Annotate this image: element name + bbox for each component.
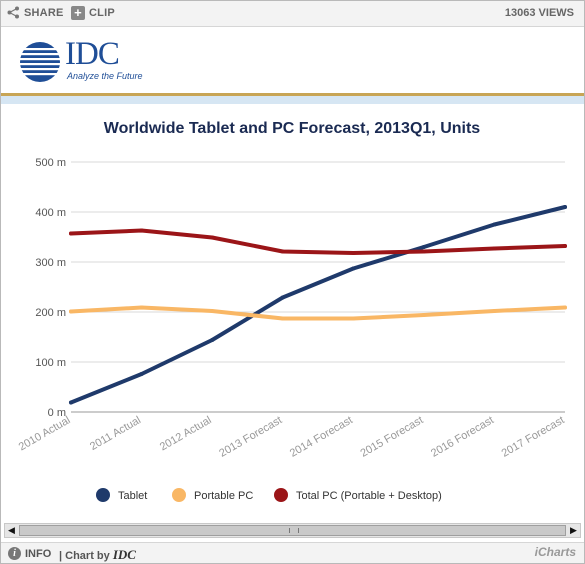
data-point bbox=[421, 313, 426, 317]
plus-icon: + bbox=[71, 6, 85, 20]
x-tick-label: 2012 Actual bbox=[158, 414, 214, 453]
chart-title: Worldwide Tablet and PC Forecast, 2013Q1… bbox=[104, 120, 480, 137]
series-line-2 bbox=[69, 305, 567, 321]
data-point bbox=[210, 338, 215, 342]
legend-label: Total PC (Portable + Desktop) bbox=[296, 490, 442, 502]
clip-button[interactable]: + CLIP bbox=[71, 6, 115, 20]
data-point bbox=[492, 309, 497, 313]
data-point bbox=[351, 251, 356, 255]
data-point bbox=[563, 305, 567, 310]
views-count: 13063 VIEWS bbox=[504, 7, 574, 19]
y-tick-label: 0 m bbox=[48, 407, 66, 419]
legend-label: Tablet bbox=[118, 490, 147, 502]
data-point bbox=[280, 295, 285, 300]
data-point bbox=[139, 228, 144, 233]
data-point bbox=[139, 305, 144, 310]
y-tick-label: 400 m bbox=[35, 207, 66, 219]
x-tick-label: 2016 Forecast bbox=[429, 414, 496, 460]
clip-label: CLIP bbox=[89, 7, 115, 19]
scroll-right-icon[interactable]: ▶ bbox=[570, 525, 577, 535]
idc-logo: IDC Analyze the Future bbox=[17, 36, 147, 85]
series-line-3 bbox=[69, 228, 567, 255]
data-point bbox=[139, 372, 144, 376]
chart-by-label: | Chart by bbox=[59, 550, 110, 562]
footer: i INFO | Chart by IDC iCharts bbox=[1, 542, 584, 563]
horizontal-scrollbar[interactable]: ◀ ▶ bbox=[4, 523, 581, 538]
chart-credit: | Chart by IDC bbox=[59, 547, 136, 563]
data-point bbox=[351, 316, 356, 321]
scroll-left-icon[interactable]: ◀ bbox=[8, 525, 15, 535]
x-tick-label: 2010 Actual bbox=[17, 414, 73, 453]
line-chart: Worldwide Tablet and PC Forecast, 2013Q1… bbox=[17, 120, 567, 502]
legend-label: Portable PC bbox=[194, 490, 253, 502]
info-label: INFO bbox=[25, 547, 52, 560]
x-tick-label: 2011 Actual bbox=[88, 414, 143, 453]
data-point bbox=[421, 245, 426, 249]
data-point bbox=[421, 249, 426, 254]
grip-icon bbox=[288, 528, 299, 533]
data-point bbox=[492, 222, 497, 227]
data-point bbox=[280, 316, 285, 321]
logo-text: IDC bbox=[65, 36, 120, 72]
share-label: SHARE bbox=[24, 6, 64, 19]
x-tick-label: 2014 Forecast bbox=[288, 414, 355, 460]
data-point bbox=[210, 235, 215, 240]
y-tick-label: 300 m bbox=[35, 257, 66, 269]
y-tick-label: 500 m bbox=[35, 157, 66, 169]
share-button[interactable]: SHARE bbox=[7, 6, 64, 19]
series-line-1 bbox=[69, 205, 567, 405]
data-point bbox=[351, 266, 356, 271]
data-point bbox=[69, 400, 73, 405]
scrollbar-thumb[interactable] bbox=[19, 525, 566, 536]
top-toolbar: SHARE + CLIP 13063 VIEWS bbox=[1, 1, 584, 27]
legend-marker bbox=[274, 488, 288, 502]
data-point bbox=[563, 244, 567, 248]
header-band bbox=[1, 96, 584, 104]
legend-marker bbox=[172, 488, 186, 502]
globe-icon bbox=[19, 42, 61, 82]
header-divider bbox=[1, 93, 584, 96]
header: IDC Analyze the Future bbox=[1, 27, 584, 93]
info-button[interactable]: i INFO bbox=[8, 547, 51, 560]
chart-by-brand[interactable]: IDC bbox=[112, 547, 136, 562]
y-tick-label: 100 m bbox=[35, 357, 66, 369]
data-point bbox=[69, 231, 73, 236]
icharts-logo[interactable]: iCharts bbox=[534, 545, 576, 559]
y-tick-label: 200 m bbox=[35, 307, 66, 319]
data-point bbox=[210, 309, 215, 313]
data-point bbox=[69, 309, 73, 314]
legend-marker bbox=[96, 488, 110, 502]
share-icon bbox=[7, 6, 19, 19]
info-icon: i bbox=[8, 547, 21, 560]
x-tick-label: 2013 Forecast bbox=[217, 414, 284, 460]
data-point bbox=[563, 205, 567, 209]
data-point bbox=[280, 249, 285, 254]
x-tick-label: 2015 Forecast bbox=[358, 414, 425, 460]
data-point bbox=[492, 246, 497, 251]
x-tick-label: 2017 Forecast bbox=[500, 414, 567, 460]
logo-tagline: Analyze the Future bbox=[67, 71, 143, 81]
